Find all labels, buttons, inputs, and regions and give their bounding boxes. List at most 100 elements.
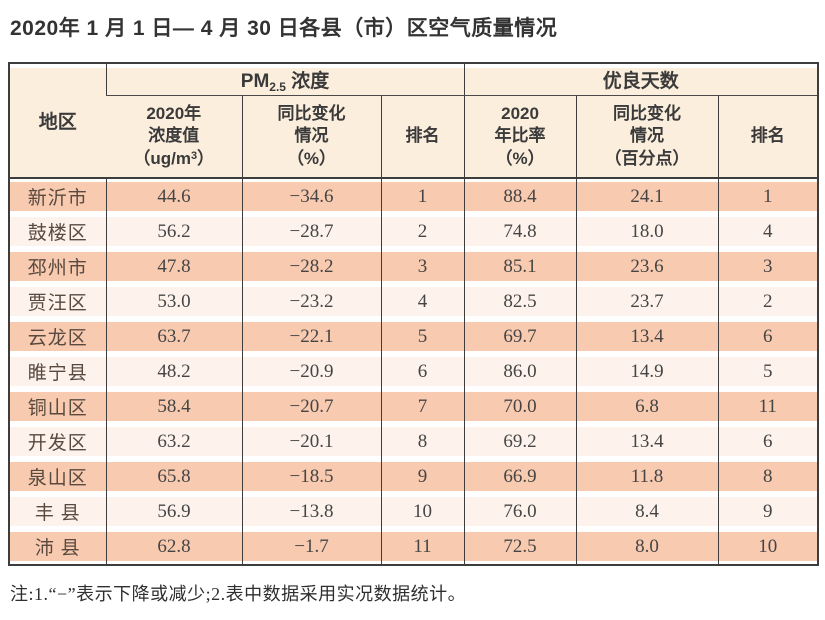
cell-ratio: 74.8 bbox=[463, 214, 577, 249]
cell-ratio-rank: 4 bbox=[717, 214, 819, 249]
cell-ratio-change: 14.9 bbox=[575, 354, 719, 389]
pm25-prefix: PM bbox=[240, 70, 270, 92]
cell-ratio: 82.5 bbox=[463, 284, 577, 319]
cell-ratio-rank: 2 bbox=[717, 284, 819, 319]
ratio-rank-label: 排名 bbox=[750, 126, 785, 146]
cell-ratio-rank: 9 bbox=[717, 494, 819, 529]
cell-region: 新沂市 bbox=[9, 178, 106, 214]
cell-ratio: 70.0 bbox=[463, 389, 577, 424]
cell-ratio: 69.7 bbox=[463, 319, 577, 354]
col-header-ratio-change: 同比变化 情况 （百分点） bbox=[575, 95, 719, 179]
cell-pm-value: 63.7 bbox=[105, 319, 242, 354]
pm-value-unit-close: ） bbox=[197, 148, 215, 168]
cell-region: 贾汪区 bbox=[9, 284, 106, 319]
ratio-change-line1: 同比变化 bbox=[613, 103, 682, 123]
cell-region: 铜山区 bbox=[9, 389, 106, 424]
ratio-line3: （%） bbox=[495, 148, 545, 168]
pm-value-line3: （ug/m3） bbox=[106, 148, 242, 170]
cell-region: 开发区 bbox=[9, 424, 106, 459]
cell-pm-value: 58.4 bbox=[105, 389, 242, 424]
cell-pm-rank: 6 bbox=[380, 354, 465, 389]
cell-pm-change: −20.1 bbox=[241, 424, 381, 459]
cell-pm-value: 56.9 bbox=[105, 494, 242, 529]
col-group-pm25: PM2.5 浓度 bbox=[105, 63, 465, 96]
table-header-row-sub: 2020年 浓度值 （ug/m3） 同比变化 情况 （%） 排名 2020 年比… bbox=[9, 95, 819, 179]
pm-rank-label: 排名 bbox=[405, 126, 440, 146]
table-row: 泉山区 65.8 −18.5 9 66.9 11.8 8 bbox=[9, 459, 819, 494]
pm-value-unit-open: （ug/m bbox=[133, 148, 191, 168]
cell-pm-value: 63.2 bbox=[105, 424, 242, 459]
col-header-ratio-rank: 排名 bbox=[717, 95, 819, 179]
cell-pm-rank: 7 bbox=[380, 389, 465, 424]
page-title: 2020年 1 月 1 日— 4 月 30 日各县（市）区空气质量情况 bbox=[10, 17, 558, 40]
cell-pm-change: −34.6 bbox=[241, 178, 381, 214]
cell-ratio-rank: 10 bbox=[717, 529, 819, 565]
table-row: 鼓楼区 56.2 −28.7 2 74.8 18.0 4 bbox=[9, 214, 819, 249]
cell-pm-value: 48.2 bbox=[105, 354, 242, 389]
cell-region: 丰 县 bbox=[9, 494, 106, 529]
cell-pm-value: 44.6 bbox=[105, 178, 242, 214]
cell-region: 邳州市 bbox=[9, 249, 106, 284]
cell-ratio-change: 23.6 bbox=[575, 249, 719, 284]
cell-pm-rank: 4 bbox=[380, 284, 465, 319]
table-row: 沛 县 62.8 −1.7 11 72.5 8.0 10 bbox=[9, 529, 819, 565]
footnote: 注:1.“−”表示下降或减少;2.表中数据采用实况数据统计。 bbox=[10, 584, 467, 604]
cell-ratio-change: 8.4 bbox=[575, 494, 719, 529]
cell-region: 沛 县 bbox=[9, 529, 106, 565]
cell-pm-change: −28.7 bbox=[241, 214, 381, 249]
table-row: 贾汪区 53.0 −23.2 4 82.5 23.7 2 bbox=[9, 284, 819, 319]
col-group-good-days: 优良天数 bbox=[463, 63, 819, 96]
cell-pm-change: −28.2 bbox=[241, 249, 381, 284]
cell-ratio-change: 11.8 bbox=[575, 459, 719, 494]
cell-pm-change: −23.2 bbox=[241, 284, 381, 319]
ratio-change-line3: （百分点） bbox=[604, 148, 690, 168]
cell-ratio-change: 8.0 bbox=[575, 529, 719, 565]
table-row: 云龙区 63.7 −22.1 5 69.7 13.4 6 bbox=[9, 319, 819, 354]
pm-change-line2: 情况 bbox=[294, 126, 329, 146]
pm-value-line2: 浓度值 bbox=[148, 126, 200, 146]
cell-ratio-change: 13.4 bbox=[575, 319, 719, 354]
ratio-change-line2: 情况 bbox=[630, 126, 665, 146]
cell-ratio: 76.0 bbox=[463, 494, 577, 529]
cell-ratio-rank: 6 bbox=[717, 319, 819, 354]
cell-pm-rank: 11 bbox=[380, 529, 465, 565]
col-header-region-label: 地区 bbox=[38, 112, 77, 133]
ratio-line1: 2020 bbox=[501, 103, 539, 123]
pm-value-line1: 2020年 bbox=[146, 103, 202, 123]
table-row: 新沂市 44.6 −34.6 1 88.4 24.1 1 bbox=[9, 178, 819, 214]
table-body: 新沂市 44.6 −34.6 1 88.4 24.1 1 鼓楼区 56.2 −28.7 2 74.8 1… bbox=[9, 178, 819, 565]
table-row: 铜山区 58.4 −20.7 7 70.0 6.8 11 bbox=[9, 389, 819, 424]
cell-region: 睢宁县 bbox=[9, 354, 106, 389]
cell-pm-rank: 2 bbox=[380, 214, 465, 249]
cell-ratio: 86.0 bbox=[463, 354, 577, 389]
cell-pm-change: −1.7 bbox=[241, 529, 381, 565]
cell-ratio-change: 18.0 bbox=[575, 214, 719, 249]
cell-ratio-change: 24.1 bbox=[575, 178, 719, 214]
cell-pm-rank: 8 bbox=[380, 424, 465, 459]
cell-pm-change: −20.9 bbox=[241, 354, 381, 389]
pm25-suffix: 浓度 bbox=[285, 70, 330, 92]
page: 2020年 1 月 1 日— 4 月 30 日各县（市）区空气质量情况 地区 P… bbox=[8, 17, 820, 604]
cell-ratio-rank: 3 bbox=[717, 249, 819, 284]
cell-pm-value: 53.0 bbox=[105, 284, 242, 319]
cell-ratio: 69.2 bbox=[463, 424, 577, 459]
cell-ratio-rank: 1 bbox=[717, 178, 819, 214]
cell-pm-rank: 3 bbox=[380, 249, 465, 284]
pm-change-line1: 同比变化 bbox=[277, 103, 346, 123]
col-header-ratio: 2020 年比率 （%） bbox=[463, 95, 577, 179]
cell-pm-change: −13.8 bbox=[241, 494, 381, 529]
cell-ratio: 88.4 bbox=[463, 178, 577, 214]
cell-pm-rank: 1 bbox=[380, 178, 465, 214]
ratio-line2: 年比率 bbox=[494, 126, 546, 146]
pm-change-line3: （%） bbox=[286, 148, 337, 168]
cell-pm-change: −18.5 bbox=[241, 459, 381, 494]
cell-pm-change: −22.1 bbox=[241, 319, 381, 354]
cell-region: 云龙区 bbox=[9, 319, 106, 354]
cell-region: 鼓楼区 bbox=[9, 214, 106, 249]
pm25-subscript: 2.5 bbox=[269, 79, 286, 94]
pm-value-unit-exponent: 3 bbox=[190, 149, 198, 162]
cell-ratio-rank: 5 bbox=[717, 354, 819, 389]
cell-pm-value: 56.2 bbox=[105, 214, 242, 249]
cell-ratio-rank: 8 bbox=[717, 459, 819, 494]
table-row: 邳州市 47.8 −28.2 3 85.1 23.6 3 bbox=[9, 249, 819, 284]
